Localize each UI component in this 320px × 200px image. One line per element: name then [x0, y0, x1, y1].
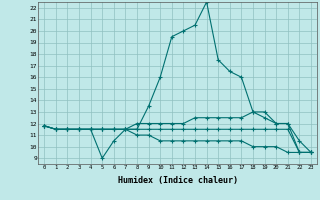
- X-axis label: Humidex (Indice chaleur): Humidex (Indice chaleur): [118, 176, 238, 185]
